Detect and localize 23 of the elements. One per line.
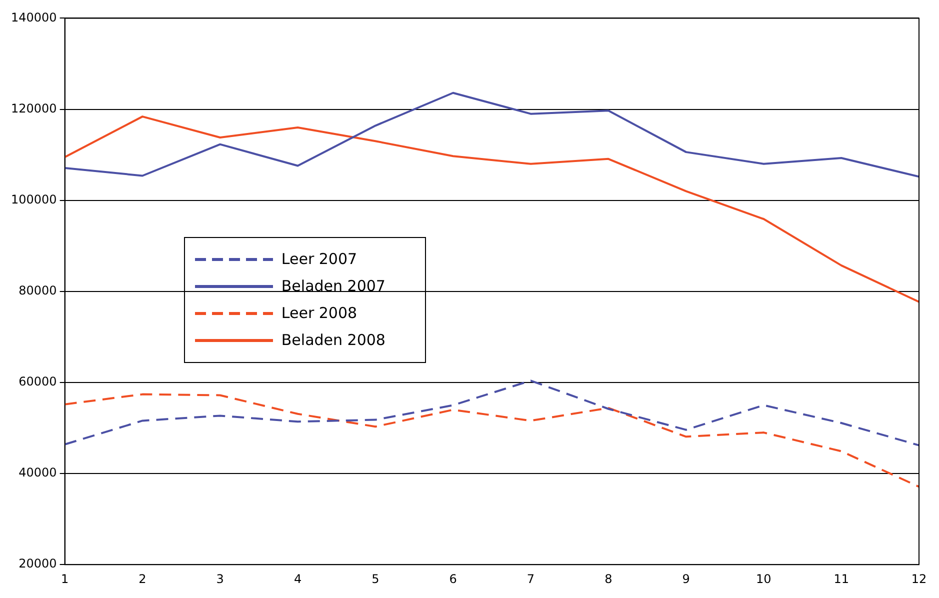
x-tick-label: 10 xyxy=(756,572,772,586)
x-tick-label: 9 xyxy=(682,572,690,586)
legend-label: Leer 2008 xyxy=(281,304,358,322)
x-tick-label: 7 xyxy=(526,572,535,586)
legend-label: Beladen 2007 xyxy=(281,277,386,296)
y-tick-label: 140000 xyxy=(10,10,57,24)
x-tick-label: 4 xyxy=(294,572,302,586)
x-tick-label: 8 xyxy=(604,572,612,586)
x-tick-label: 11 xyxy=(834,572,849,586)
x-tick-label: 2 xyxy=(138,572,146,586)
y-tick-label: 20000 xyxy=(18,556,57,571)
y-tick-label: 80000 xyxy=(18,284,57,298)
x-tick-label: 1 xyxy=(60,572,69,586)
legend-label: Leer 2007 xyxy=(281,250,358,268)
legend-label: Beladen 2008 xyxy=(281,331,386,350)
y-tick-label: 40000 xyxy=(18,466,57,480)
x-tick-label: 6 xyxy=(449,572,457,586)
x-tick-label: 12 xyxy=(911,572,927,586)
y-tick-label: 60000 xyxy=(18,374,57,389)
y-tick-label: 120000 xyxy=(10,101,57,116)
x-tick-label: 3 xyxy=(216,572,224,586)
y-tick-label: 100000 xyxy=(10,192,57,206)
x-tick-label: 5 xyxy=(372,572,380,586)
